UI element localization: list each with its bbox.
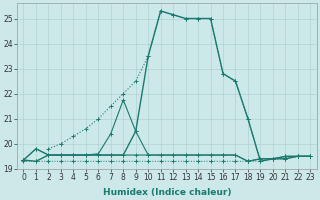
X-axis label: Humidex (Indice chaleur): Humidex (Indice chaleur)	[103, 188, 231, 197]
